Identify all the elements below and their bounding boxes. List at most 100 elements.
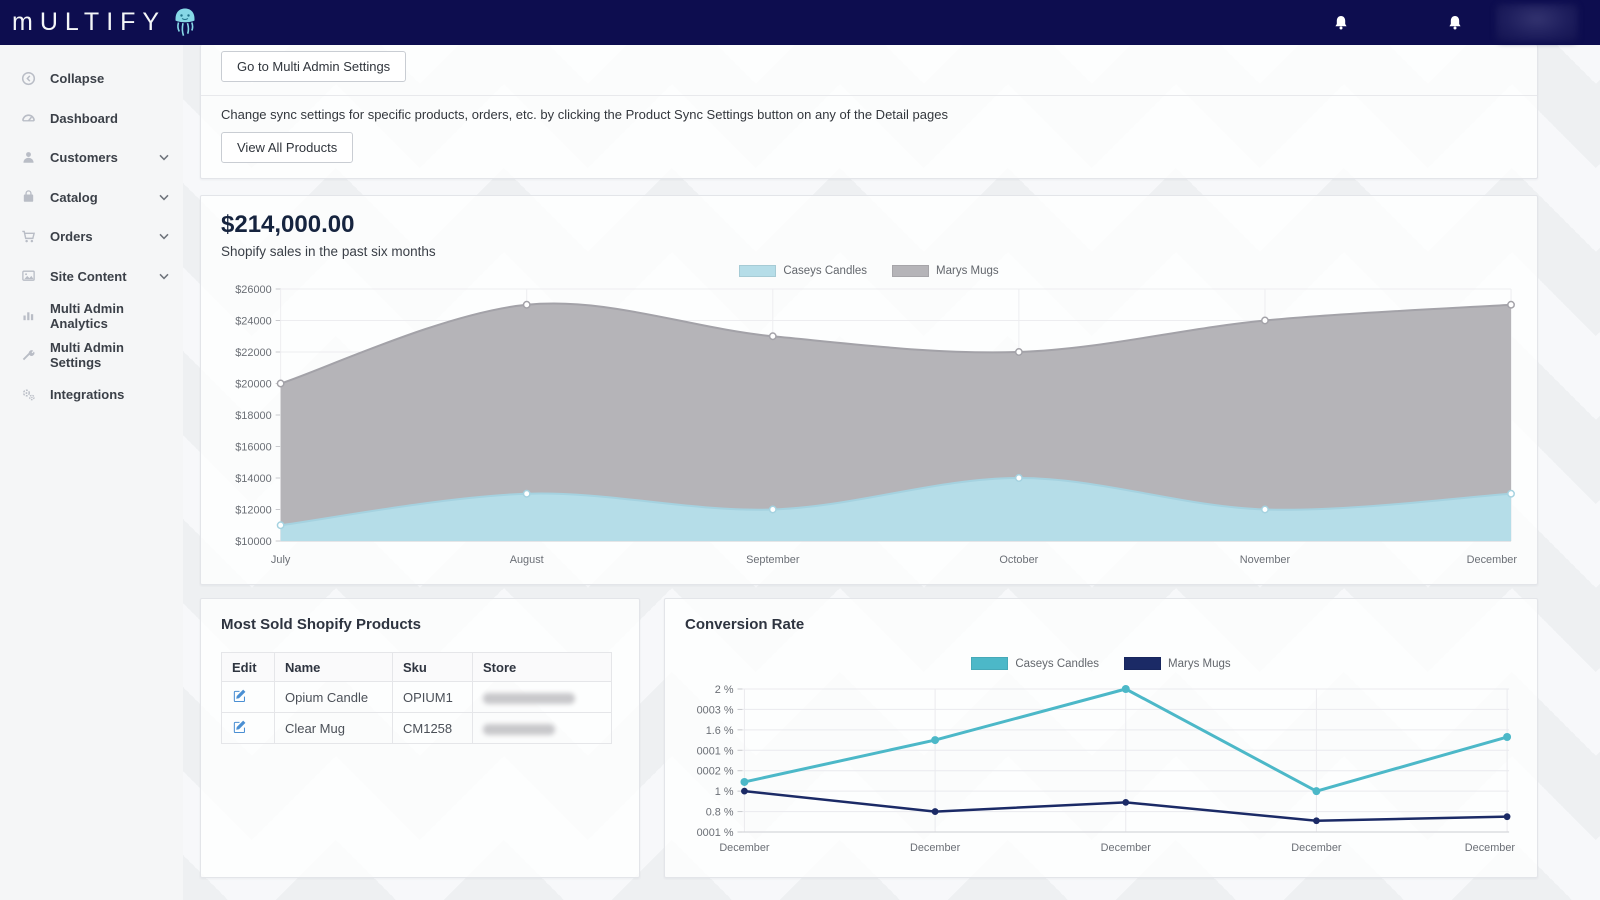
sidebar-item-label: Site Content: [50, 268, 127, 284]
caseys-candles-swatch: [739, 265, 777, 277]
legend-item-marys-mugs[interactable]: Marys Mugs: [1124, 657, 1231, 670]
svg-text:$14000: $14000: [235, 473, 271, 485]
sidebar-item-label: Multi Admin Settings: [50, 340, 124, 371]
orders-cart-icon: [21, 229, 37, 245]
sidebar-item-label: Catalog: [50, 189, 98, 205]
sidebar-item-customers[interactable]: Customers: [0, 138, 183, 178]
products-table: Edit Name Sku Store Opium Candle OPIUM1: [221, 652, 612, 744]
column-header-edit: Edit: [221, 652, 275, 682]
legend-label: Marys Mugs: [1168, 657, 1231, 670]
product-sku-cell: CM1258: [392, 712, 473, 744]
column-header-name: Name: [274, 652, 393, 682]
view-all-products-button[interactable]: View All Products: [221, 132, 354, 163]
sales-chart-subtitle: Shopify sales in the past six months: [221, 244, 436, 259]
collapse-circle-left-icon: [21, 71, 37, 87]
total-sales-amount: $214,000.00: [221, 211, 355, 238]
svg-text:2 %: 2 %: [715, 684, 734, 696]
svg-text:December: December: [719, 842, 770, 854]
sidebar-item-multi-admin-settings[interactable]: Multi Admin Settings: [0, 336, 183, 376]
product-name-cell: Clear Mug: [274, 712, 393, 744]
product-sku-cell: OPIUM1: [392, 681, 473, 713]
sidebar-item-dashboard[interactable]: Dashboard: [0, 99, 183, 139]
legend-label: Caseys Candles: [783, 265, 868, 277]
table-row: Opium Candle OPIUM1: [221, 681, 612, 713]
svg-text:$26000: $26000: [235, 284, 271, 296]
table-header-row: Edit Name Sku Store: [221, 652, 612, 682]
svg-text:December: December: [1291, 842, 1342, 854]
svg-text:$16000: $16000: [235, 441, 271, 453]
products-card-title: Most Sold Shopify Products: [221, 616, 422, 633]
catalog-bag-icon: [21, 189, 37, 205]
svg-text:1 %: 1 %: [715, 786, 734, 798]
bell-icon[interactable]: [1446, 14, 1464, 32]
integrations-gears-icon: [21, 387, 37, 403]
most-sold-products-card: Most Sold Shopify Products Edit Name Sku…: [200, 598, 640, 878]
svg-text:September: September: [746, 554, 800, 566]
legend-item-caseys-candles[interactable]: Caseys Candles: [971, 657, 1099, 670]
sidebar-item-collapse[interactable]: Collapse: [0, 59, 183, 99]
svg-text:October: October: [999, 554, 1038, 566]
top-navbar: mULTIFY: [0, 0, 1600, 45]
svg-text:$22000: $22000: [235, 347, 271, 359]
divider: [201, 95, 1537, 96]
column-header-sku: Sku: [392, 652, 473, 682]
product-name-cell: Opium Candle: [274, 681, 393, 713]
marys-mugs-swatch: [892, 265, 930, 277]
svg-text:$18000: $18000: [235, 410, 271, 422]
svg-text:0001 %: 0001 %: [697, 745, 734, 757]
edit-icon[interactable]: [232, 719, 247, 734]
svg-text:$12000: $12000: [235, 504, 271, 516]
legend-item-caseys-candles[interactable]: Caseys Candles: [739, 265, 867, 277]
go-to-multi-admin-settings-button[interactable]: Go to Multi Admin Settings: [221, 51, 407, 82]
svg-text:1.6 %: 1.6 %: [706, 725, 734, 737]
chevron-down-icon: [159, 154, 169, 161]
legend-label: Caseys Candles: [1015, 657, 1100, 670]
chevron-down-icon: [159, 233, 169, 240]
legend-item-marys-mugs[interactable]: Marys Mugs: [892, 265, 999, 277]
sidebar-item-orders[interactable]: Orders: [0, 217, 183, 257]
conversion-card-title: Conversion Rate: [685, 616, 805, 633]
analytics-bars-icon: [21, 308, 37, 324]
edit-icon[interactable]: [232, 688, 247, 703]
marys-mugs-swatch: [1124, 657, 1162, 670]
svg-text:December: December: [910, 842, 961, 854]
brand-logo[interactable]: mULTIFY: [12, 0, 198, 45]
conversion-line-chart[interactable]: 2 % 0003 % 1.6 % 0001 % 0002 % 1 % 0.8 % 0001 %…: [685, 675, 1517, 871]
svg-text:0001 %: 0001 %: [697, 827, 734, 839]
chevron-down-icon: [159, 194, 169, 201]
svg-text:December: December: [1467, 554, 1517, 566]
svg-text:November: November: [1240, 554, 1291, 566]
brand-logo-text: mULTIFY: [12, 8, 167, 36]
sync-settings-card: Go to Multi Admin Settings Change sync s…: [200, 45, 1538, 179]
svg-text:July: July: [271, 554, 291, 566]
sidebar: Collapse Dashboard Customers Catalog Ord…: [0, 45, 183, 900]
sidebar-item-label: Orders: [50, 229, 93, 245]
conversion-rate-card: Conversion Rate Caseys Candles Marys Mug…: [664, 598, 1538, 878]
svg-text:$20000: $20000: [235, 378, 271, 390]
settings-wrench-icon: [21, 347, 37, 363]
legend-label: Marys Mugs: [936, 265, 999, 277]
navbar-right-section: [1332, 3, 1578, 42]
svg-text:0003 %: 0003 %: [697, 704, 734, 716]
store-name-redacted: [483, 723, 555, 735]
bell-icon[interactable]: [1332, 14, 1350, 32]
caseys-candles-swatch: [971, 657, 1009, 670]
user-account-redacted[interactable]: [1496, 3, 1578, 42]
sidebar-item-integrations[interactable]: Integrations: [0, 375, 183, 415]
sidebar-item-label: Integrations: [50, 387, 125, 403]
chevron-down-icon: [159, 273, 169, 280]
sidebar-item-site-content[interactable]: Site Content: [0, 257, 183, 297]
svg-text:$10000: $10000: [235, 536, 271, 548]
customer-person-icon: [21, 150, 37, 166]
sidebar-item-catalog[interactable]: Catalog: [0, 178, 183, 218]
site-content-image-icon: [21, 268, 37, 284]
sidebar-item-label: Multi Admin Analytics: [50, 300, 124, 331]
sales-area-chart[interactable]: $26000 $24000 $22000 $20000 $18000 $16000 $140…: [221, 279, 1517, 576]
dashboard-gauge-icon: [21, 110, 37, 126]
svg-text:$24000: $24000: [235, 315, 271, 327]
conversion-chart-legend: Caseys Candles Marys Mugs: [685, 657, 1517, 670]
sales-chart-card: $214,000.00 Shopify sales in the past si…: [200, 195, 1538, 585]
sidebar-item-multi-admin-analytics[interactable]: Multi Admin Analytics: [0, 296, 183, 336]
svg-text:0002 %: 0002 %: [697, 766, 734, 778]
sales-chart-legend: Caseys Candles Marys Mugs: [221, 265, 1517, 277]
